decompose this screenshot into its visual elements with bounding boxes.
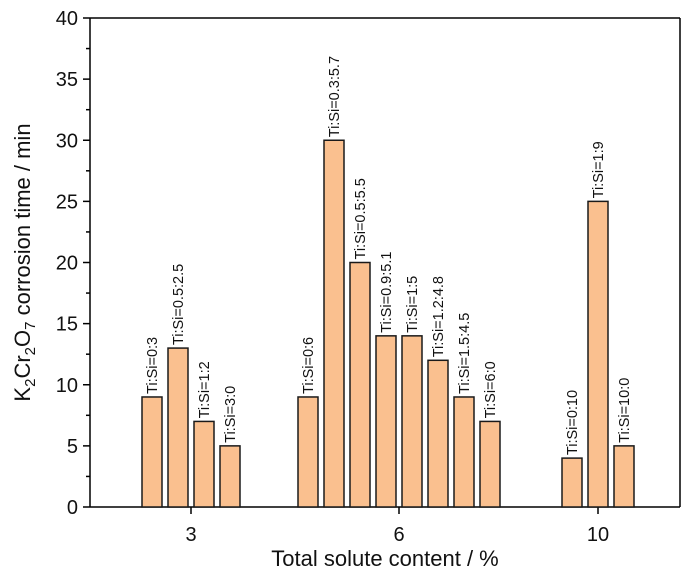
bar-label: Ti:Si=0:3: [145, 337, 161, 394]
bar-label: Ti:Si=6:0: [483, 361, 499, 418]
bar: [587, 200, 609, 508]
bar: [167, 347, 189, 508]
x-tick-label: 6: [393, 524, 404, 546]
bar-label: Ti:Si=0.5:5.5: [353, 178, 369, 259]
bar-label: Ti:Si=0.5:2.5: [171, 264, 187, 345]
y-axis-title: K2Cr2O7 corrosion time / min: [10, 123, 39, 401]
y-tick-label: 25: [56, 191, 78, 213]
bar: [561, 457, 583, 508]
bar: [219, 445, 241, 508]
y-tick-label: 0: [67, 497, 78, 519]
y-tick-label: 35: [56, 69, 78, 91]
axes-group: 0 5 10 15 20 25 30 35 40 3 6 10: [56, 8, 681, 546]
y-title-text: O: [10, 330, 35, 347]
bar-label: Ti:Si=0.3:5.7: [327, 56, 343, 137]
bar-label: Ti:Si=1:2: [197, 361, 213, 418]
bar: [375, 335, 397, 508]
bar-label: Ti:Si=1:5: [405, 276, 421, 333]
bar: [401, 335, 423, 508]
y-title-text: corrosion time / min: [10, 123, 35, 321]
bar-labels-group: Ti:Si=0:3 Ti:Si=0.5:2.5 Ti:Si=1:2 Ti:Si=3:0…: [145, 56, 633, 455]
bar: [479, 420, 501, 508]
y-tick-label: 10: [56, 375, 78, 397]
bar: [427, 359, 449, 508]
x-axis-title: Total solute content / %: [271, 546, 498, 571]
y-title-text: Cr: [10, 355, 35, 378]
bar-label: Ti:Si=1.2:4.8: [431, 276, 447, 357]
y-tick-label: 30: [56, 130, 78, 152]
bar-label: Ti:Si=1.5:4.5: [457, 313, 473, 394]
bar-label: Ti:Si=3:0: [223, 386, 239, 443]
bar-label: Ti:Si=0.9:5.1: [379, 252, 395, 333]
bar: [323, 139, 345, 508]
bar: [297, 396, 319, 508]
bars-group: [141, 139, 635, 508]
bar-label: Ti:Si=0:6: [301, 337, 317, 394]
x-tick-label: 10: [587, 524, 609, 546]
y-tick-label: 15: [56, 314, 78, 336]
y-title-text: K: [10, 387, 35, 402]
bar: [193, 420, 215, 508]
y-tick-label: 40: [56, 8, 78, 30]
bar-label: Ti:Si=1:9: [591, 141, 607, 198]
bar: [613, 445, 635, 508]
x-tick-label: 3: [185, 524, 196, 546]
y-title-subscript: 2: [22, 347, 39, 355]
y-tick-label: 20: [56, 253, 78, 275]
y-title-subscript: 2: [22, 379, 39, 387]
bar: [349, 261, 371, 508]
bar: [453, 396, 475, 508]
bar-label: Ti:Si=10:0: [617, 378, 633, 443]
y-tick-label: 5: [67, 436, 78, 458]
bar: [141, 396, 163, 508]
bar-label: Ti:Si=0:10: [565, 390, 581, 455]
y-title-subscript: 7: [22, 322, 39, 330]
